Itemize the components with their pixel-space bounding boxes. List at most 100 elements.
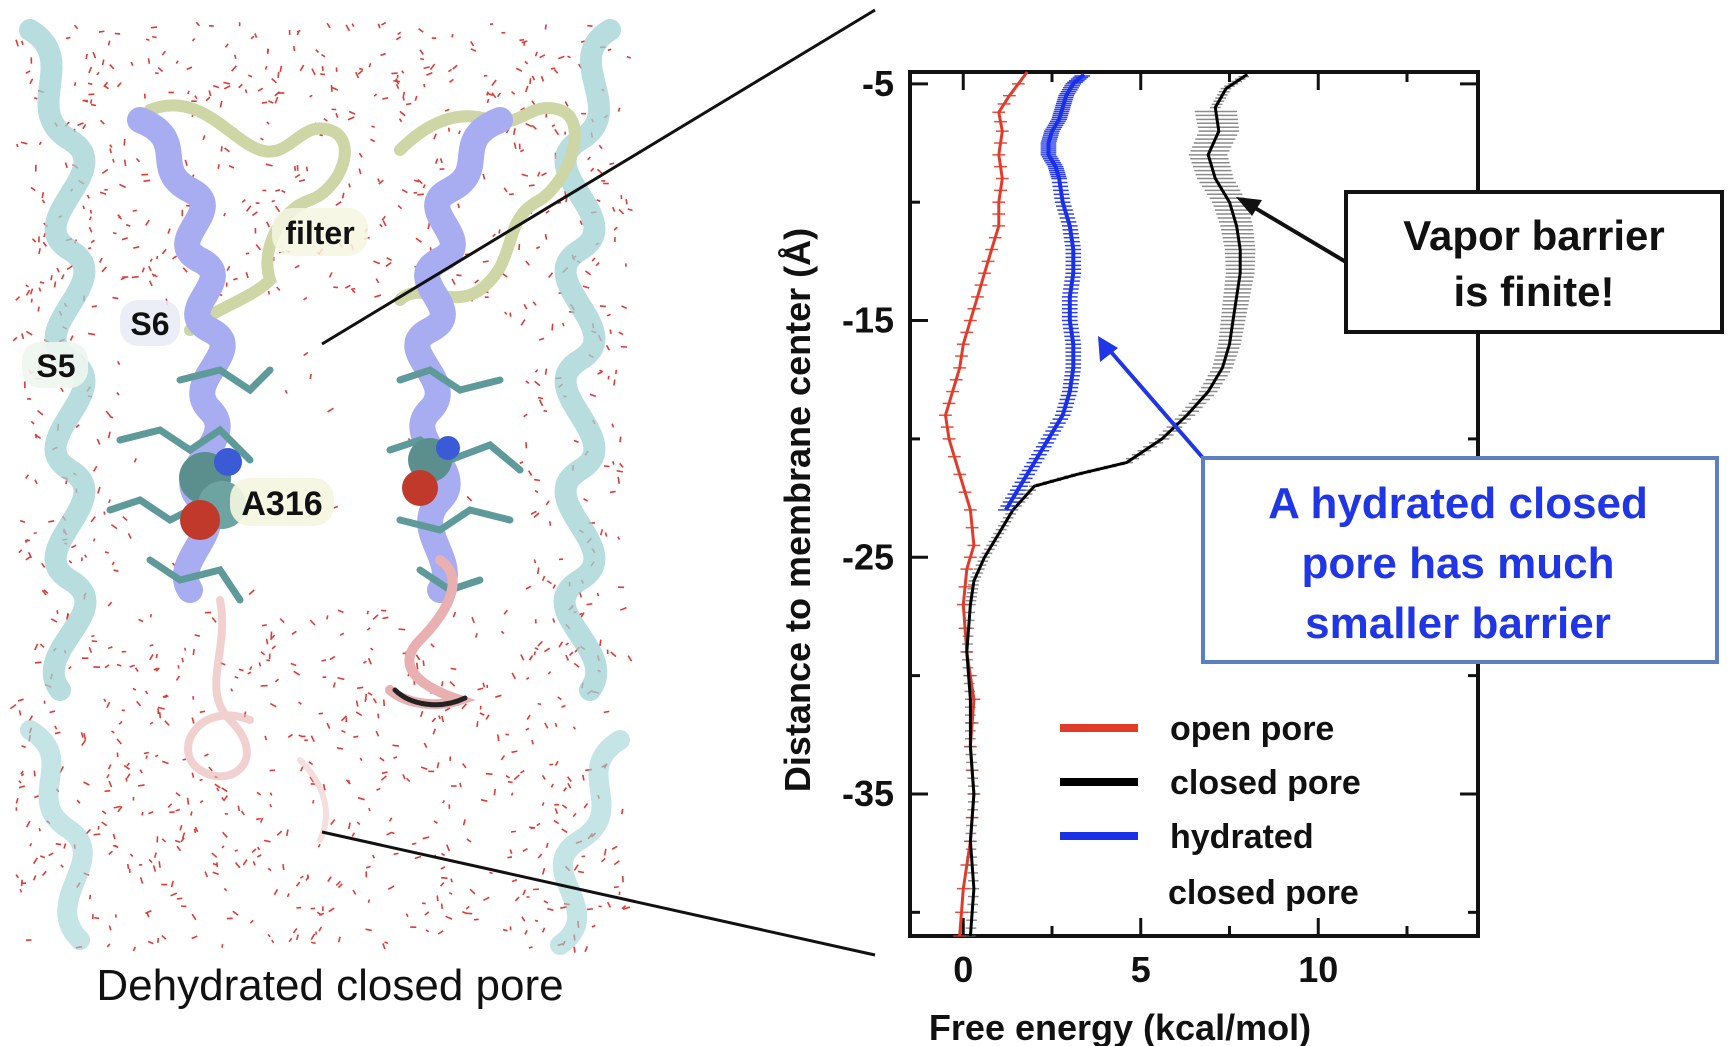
water-molecule xyxy=(596,199,601,203)
water-molecule xyxy=(129,853,134,857)
water-molecule xyxy=(20,770,24,775)
sphere-left-blue xyxy=(214,448,242,476)
water-molecule xyxy=(151,35,157,39)
water-molecule xyxy=(148,280,153,287)
water-molecule xyxy=(441,852,446,857)
water-molecule xyxy=(181,832,186,839)
water-molecule xyxy=(371,125,375,129)
callout-hydrated-line1: A hydrated closed xyxy=(1268,479,1648,528)
water-molecule xyxy=(520,654,525,661)
water-molecule xyxy=(398,628,406,631)
water-molecule xyxy=(233,277,238,281)
water-molecule xyxy=(505,775,510,779)
molecular-snapshot: filter S6 S5 A316 Dehydrated closed pore xyxy=(9,19,634,1010)
water-molecule xyxy=(561,704,566,709)
water-molecule xyxy=(461,703,467,710)
water-molecule xyxy=(251,848,257,854)
water-molecule xyxy=(534,919,539,923)
water-molecule xyxy=(544,368,548,375)
water-molecule xyxy=(619,436,622,443)
water-molecule xyxy=(422,836,430,840)
water-molecule xyxy=(429,63,436,71)
water-molecule xyxy=(125,223,131,228)
water-molecule xyxy=(439,158,443,164)
water-molecule xyxy=(573,946,576,953)
water-molecule xyxy=(161,934,167,940)
water-molecule xyxy=(470,48,477,52)
water-molecule xyxy=(291,630,297,635)
water-molecule xyxy=(193,828,197,834)
water-molecule xyxy=(27,551,33,559)
water-molecule xyxy=(107,764,112,770)
x-axis-ticks: 0 5 10 xyxy=(953,72,1409,990)
water-molecule xyxy=(471,616,475,624)
water-molecule xyxy=(618,208,625,215)
water-molecule xyxy=(554,760,559,766)
water-molecule xyxy=(603,848,607,856)
water-molecule xyxy=(112,833,116,840)
water-molecule xyxy=(567,55,571,59)
water-molecule xyxy=(41,589,47,596)
water-molecule xyxy=(249,919,254,924)
water-molecule xyxy=(15,296,21,301)
water-molecule xyxy=(380,52,386,57)
water-molecule xyxy=(547,272,554,279)
water-molecule xyxy=(597,371,603,375)
water-molecule xyxy=(603,710,610,714)
water-molecule xyxy=(528,946,533,949)
water-molecule xyxy=(41,199,46,204)
water-molecule xyxy=(458,130,461,135)
water-molecule xyxy=(351,832,356,837)
water-molecule xyxy=(101,168,109,175)
water-molecule xyxy=(32,857,39,865)
water-molecule xyxy=(433,820,438,824)
water-molecule xyxy=(604,465,610,468)
callout-hydrated-arrowhead xyxy=(1098,336,1118,362)
water-molecule xyxy=(613,885,619,889)
x-axis-label: Free energy (kcal/mol) xyxy=(929,1007,1311,1046)
water-molecule xyxy=(568,651,574,656)
water-molecule xyxy=(269,803,273,808)
water-molecule xyxy=(377,713,380,719)
water-molecule xyxy=(550,67,556,70)
water-molecule xyxy=(108,780,113,788)
water-molecule xyxy=(37,306,40,312)
water-molecule xyxy=(459,782,462,788)
water-molecule xyxy=(373,260,381,265)
water-molecule xyxy=(617,536,621,540)
water-molecule xyxy=(466,838,472,843)
water-molecule xyxy=(64,162,68,169)
s5-helix-lower-left xyxy=(20,720,93,950)
water-molecule xyxy=(419,49,424,55)
faint-tail xyxy=(297,757,329,843)
water-molecule xyxy=(328,907,335,913)
water-molecule xyxy=(402,91,406,98)
water-molecule xyxy=(134,667,139,673)
water-molecule xyxy=(21,745,26,749)
water-molecule xyxy=(18,710,22,716)
water-molecule xyxy=(513,142,517,149)
s6-label-bg xyxy=(120,300,180,346)
water-molecule xyxy=(318,926,323,932)
water-molecule xyxy=(432,728,437,735)
water-molecule xyxy=(331,86,339,91)
water-molecule xyxy=(93,833,101,836)
water-molecule xyxy=(415,662,419,670)
water-molecule xyxy=(271,78,277,84)
water-molecule xyxy=(274,678,280,683)
water-molecule xyxy=(265,221,271,228)
water-molecule xyxy=(609,329,612,335)
water-molecule xyxy=(372,698,377,704)
water-molecule xyxy=(411,842,417,846)
water-molecule xyxy=(521,173,529,177)
water-molecule xyxy=(420,57,425,61)
water-molecule xyxy=(537,702,542,706)
water-molecule xyxy=(359,67,364,71)
s5-helix-lower-right xyxy=(550,730,630,955)
water-molecule xyxy=(205,96,211,102)
water-molecule xyxy=(247,74,253,78)
water-molecule xyxy=(398,118,403,123)
water-molecule xyxy=(238,668,244,672)
water-molecule xyxy=(85,53,88,60)
water-molecule xyxy=(451,278,456,285)
